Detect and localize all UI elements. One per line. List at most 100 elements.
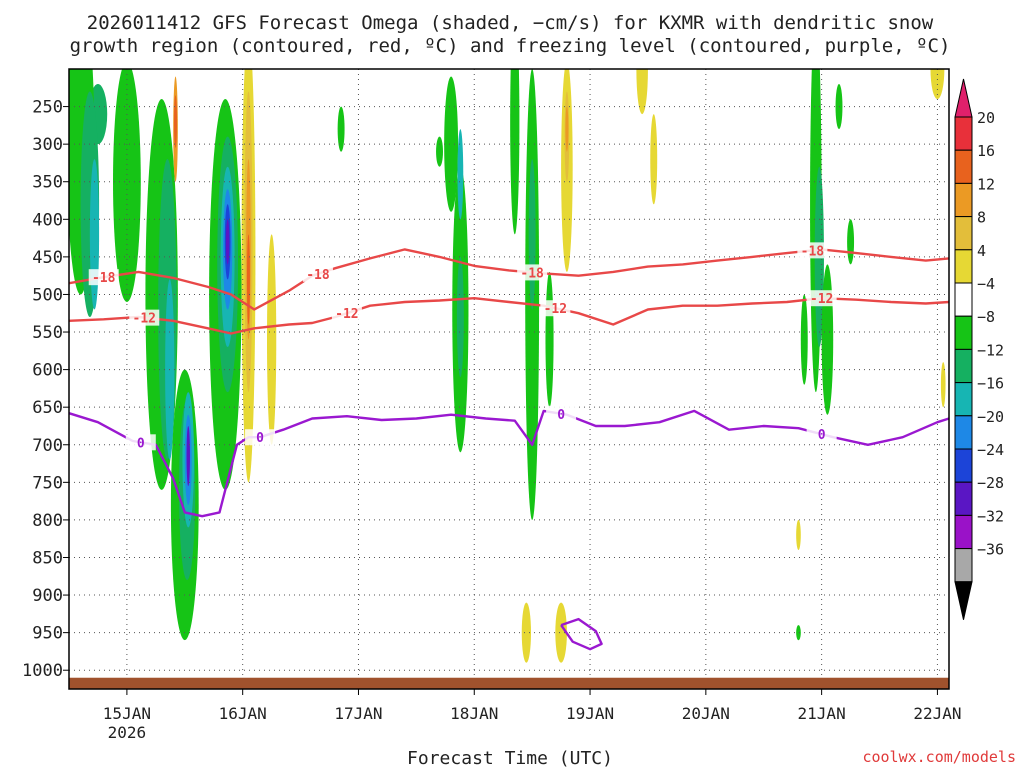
colorbar-segment-14 <box>954 548 973 583</box>
omega-blob-38 <box>565 106 569 152</box>
colorbar-segment-1 <box>954 116 973 151</box>
omega-blob-49 <box>940 362 946 408</box>
x-tick-label-15JAN: 15JAN <box>103 704 151 723</box>
contour-label-bg <box>806 426 837 443</box>
colorbar-tick-13: −36 <box>977 541 1004 559</box>
grid <box>69 69 949 689</box>
colorbar-tick-5: −4 <box>977 275 995 293</box>
contour-label-bg <box>331 305 362 322</box>
y-tick-label-800: 800 <box>32 511 63 531</box>
colorbar-segment-4 <box>954 216 973 251</box>
contour-label-dgz-top-3: -18 <box>801 244 825 259</box>
y-tick-label-850: 850 <box>32 548 63 568</box>
contour-label-bg <box>806 290 837 307</box>
contour-label-dgz-top-2: -18 <box>520 266 544 281</box>
colorbar-segment-10 <box>954 415 973 450</box>
colorbar-segment-11 <box>954 448 973 483</box>
colorbar-tick-10: −24 <box>977 441 1004 459</box>
credit-text: coolwx.com/models <box>862 748 1016 766</box>
omega-blob-24 <box>174 95 178 148</box>
y-tick-label-250: 250 <box>32 98 63 118</box>
colorbar-tick-1: 16 <box>977 142 995 160</box>
omega-blob-12 <box>186 425 190 487</box>
omega-blob-4 <box>113 69 141 302</box>
colorbar-segment-8 <box>954 348 973 384</box>
y-tick-label-550: 550 <box>32 323 63 343</box>
contour-label-bg <box>245 429 276 446</box>
colorbar-segment-7 <box>954 315 973 350</box>
y-tick-label-500: 500 <box>32 285 63 305</box>
contour-label-bg <box>540 300 571 317</box>
contour-label-dgz-bottom-1: -12 <box>335 307 358 322</box>
contour-label-bg <box>88 269 119 286</box>
omega-blob-39 <box>521 602 531 663</box>
omega-blob-41 <box>636 69 648 115</box>
x-tick-label-18JAN: 18JAN <box>450 704 498 723</box>
contour-label-freezing-level-0: 0 <box>137 436 145 451</box>
colorbar-segment-6 <box>954 282 973 317</box>
contour-labels: -18 -18 -18 -18 -12 -12 -12 -12 0 0 0 0 <box>88 242 837 451</box>
omega-blob-25 <box>267 234 277 445</box>
contour-label-bg <box>302 265 333 282</box>
contour-label-bg <box>797 242 828 259</box>
contour-label-freezing-level-2: 0 <box>557 408 565 423</box>
colorbar-segment-13 <box>954 514 973 550</box>
contour-label-dgz-bottom-3: -12 <box>810 292 833 307</box>
y-tick-label-400: 400 <box>32 210 63 230</box>
colorbar-segment-3 <box>954 182 973 218</box>
x-tick-label-16JAN: 16JAN <box>219 704 267 723</box>
colorbar-segment-9 <box>954 382 973 417</box>
colorbar-tick-3: 8 <box>977 209 986 227</box>
colorbar: 20 16 12 8 4 −4 −8 −12 −16 −20 −24 −28 −32 −36 <box>954 78 1004 620</box>
x-axis-label: Forecast Time (UTC) <box>407 748 613 768</box>
omega-blob-46 <box>800 294 808 385</box>
colorbar-segment-12 <box>954 481 973 516</box>
omega-blob-32 <box>510 69 520 235</box>
colorbar-tick-4: 4 <box>977 242 986 260</box>
omega-blob-27 <box>436 136 443 167</box>
x-tick-label-20JAN: 20JAN <box>682 704 730 723</box>
contour-label-bg <box>129 309 160 326</box>
colorbar-tick-2: 12 <box>977 175 995 193</box>
omega-blob-18 <box>225 219 230 265</box>
contour-label-bg <box>125 434 156 451</box>
contour-label-dgz-top-1: -18 <box>306 268 330 283</box>
chart-title-line1: 2026011412 GFS Forecast Omega (shaded, −… <box>87 12 934 34</box>
y-tick-label-950: 950 <box>32 624 63 644</box>
x-tick-sublabel: 2026 <box>108 723 147 742</box>
omega-blob-22 <box>246 234 250 325</box>
colorbar-tick-9: −20 <box>977 408 1004 426</box>
omega-blob-28 <box>444 76 459 212</box>
contour-label-dgz-bottom-0: -12 <box>133 312 156 327</box>
contour-freezing-level <box>69 409 949 518</box>
x-tick-label-22JAN: 22JAN <box>913 704 961 723</box>
x-tick-label-19JAN: 19JAN <box>566 704 614 723</box>
y-axis: 250 300 350 400 450 500 550 600 650 700 750 800 850 9… <box>22 98 69 681</box>
contour-label-dgz-top-0: -18 <box>92 271 116 286</box>
omega-blob-42 <box>650 114 658 205</box>
contour-dgz-bottom <box>69 297 949 335</box>
y-tick-label-300: 300 <box>32 135 63 155</box>
y-tick-label-700: 700 <box>32 436 63 456</box>
y-tick-label-900: 900 <box>32 586 63 606</box>
colorbar-bottom-triangle <box>954 581 973 620</box>
y-tick-label-450: 450 <box>32 248 63 268</box>
contour-label-freezing-level-1: 0 <box>256 431 264 446</box>
omega-blob-35 <box>545 271 554 408</box>
colorbar-tick-8: −16 <box>977 375 1004 393</box>
contour-label-bg <box>546 405 577 422</box>
contour-label-dgz-bottom-2: -12 <box>544 302 567 317</box>
omega-blob-31 <box>457 129 464 220</box>
y-tick-label-350: 350 <box>32 173 63 193</box>
omega-blob-45 <box>821 264 834 415</box>
colorbar-segment-2 <box>954 149 973 184</box>
omega-blob-47 <box>847 219 855 265</box>
contour-label-bg <box>517 264 548 281</box>
colorbar-segment-5 <box>954 249 973 284</box>
x-tick-label-21JAN: 21JAN <box>798 704 846 723</box>
omega-blob-52 <box>796 625 801 641</box>
surface-terrain <box>69 677 949 689</box>
